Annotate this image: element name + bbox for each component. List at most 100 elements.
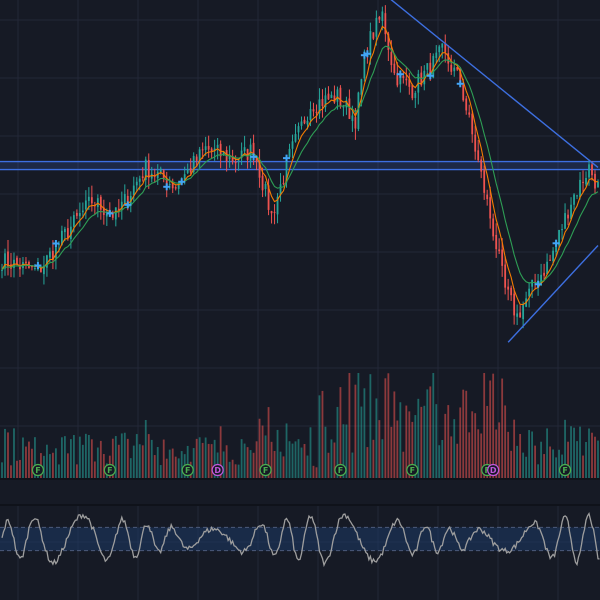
- volume-bar: [429, 386, 432, 478]
- volume-bar: [156, 447, 159, 478]
- candle-body: [429, 62, 432, 76]
- signal-markers: [34, 50, 560, 288]
- volume-bar: [58, 464, 60, 478]
- volume-bar: [450, 436, 453, 478]
- volume-bar: [66, 453, 69, 478]
- event-badge-D[interactable]: D: [487, 463, 500, 477]
- candle-body: [468, 112, 471, 115]
- event-badge-F[interactable]: F: [103, 463, 116, 477]
- volume-bar: [369, 374, 372, 478]
- volume-bar: [72, 435, 75, 478]
- candle-body: [462, 84, 465, 101]
- volume-bar: [234, 464, 237, 478]
- volume-bar: [87, 435, 90, 478]
- volume-bar: [396, 420, 399, 478]
- volume-bar: [138, 444, 141, 478]
- candle-body: [474, 134, 477, 152]
- candle-body: [363, 55, 366, 79]
- candle-body: [342, 106, 345, 108]
- event-badge-F[interactable]: F: [259, 463, 272, 477]
- candle-body: [174, 187, 177, 189]
- volume-bar: [504, 405, 507, 478]
- volume-bar: [249, 450, 252, 478]
- volume-bar: [432, 373, 435, 478]
- volume-bar: [345, 424, 348, 478]
- event-badges[interactable]: FFFDFFFFDF: [31, 463, 572, 477]
- candle-body: [75, 212, 78, 216]
- candle-body: [52, 250, 54, 260]
- volume-bar: [75, 464, 78, 478]
- candle-body: [267, 185, 270, 210]
- volume-bar: [255, 441, 258, 478]
- candle-body: [315, 111, 318, 113]
- candle-body: [90, 197, 93, 204]
- event-badge-F[interactable]: F: [406, 463, 419, 477]
- volume-bar: [84, 433, 87, 478]
- candle-body: [471, 113, 474, 135]
- candle-body: [171, 182, 174, 189]
- candle-body: [243, 147, 246, 152]
- candle-body: [411, 84, 414, 99]
- candle-body: [579, 179, 581, 198]
- candle-body: [132, 185, 135, 196]
- volume-bar: [507, 431, 510, 478]
- volume-bar: [339, 387, 342, 478]
- candle-body: [393, 63, 396, 74]
- volume-bar: [579, 426, 581, 478]
- candle-body: [504, 264, 507, 288]
- event-badge-F[interactable]: F: [558, 463, 572, 477]
- candle-body: [120, 201, 123, 210]
- candle-body: [117, 208, 120, 210]
- volume-bar: [279, 451, 282, 478]
- event-badge-circle: [211, 463, 224, 477]
- volume-bar: [303, 444, 306, 478]
- volume-bar: [594, 436, 596, 478]
- event-badge-label: F: [185, 466, 190, 475]
- event-badge-F[interactable]: F: [181, 463, 194, 477]
- volume-bar: [330, 439, 333, 478]
- event-badge-D[interactable]: D: [211, 463, 224, 477]
- candle-body: [40, 267, 42, 273]
- volume-bar: [309, 427, 312, 478]
- volume-bar: [252, 452, 255, 478]
- trendlines[interactable]: [382, 0, 599, 343]
- candle-body: [522, 305, 525, 320]
- volume-bar: [474, 413, 477, 478]
- candle-body: [102, 207, 105, 215]
- volume-bar: [276, 429, 279, 478]
- volume-bar: [102, 454, 105, 478]
- volume-bar: [462, 389, 465, 478]
- volume-bar: [489, 380, 492, 478]
- volume-bar: [294, 441, 297, 478]
- oscillator-line: [1, 511, 600, 568]
- volume-bar: [510, 450, 513, 478]
- volume-bar: [552, 449, 554, 478]
- candle-body: [114, 207, 117, 220]
- candle-body: [588, 164, 590, 178]
- candle-body: [16, 257, 18, 265]
- event-badge-F[interactable]: F: [334, 463, 347, 477]
- volume-bar: [486, 405, 489, 478]
- horizontal-level[interactable]: [0, 160, 600, 171]
- candle-body: [426, 63, 429, 70]
- candle-body: [546, 261, 548, 275]
- candle-body: [168, 184, 171, 186]
- volume-bar: [525, 456, 528, 478]
- volume-bar: [327, 452, 330, 478]
- candle-body: [561, 229, 563, 231]
- candle-body: [147, 159, 150, 178]
- volume-bar: [177, 458, 180, 478]
- volume-bar: [219, 426, 222, 478]
- volume-bar: [438, 445, 441, 478]
- candle-body: [531, 279, 534, 287]
- candle-body: [144, 159, 147, 180]
- candle-body: [234, 161, 237, 164]
- candle-body: [87, 196, 90, 201]
- signal-marker: [124, 201, 132, 209]
- candle-body: [165, 179, 168, 187]
- candle-body: [405, 78, 408, 81]
- event-badge-F[interactable]: F: [31, 463, 45, 477]
- candle-body: [288, 148, 291, 158]
- volume-bar: [390, 426, 393, 478]
